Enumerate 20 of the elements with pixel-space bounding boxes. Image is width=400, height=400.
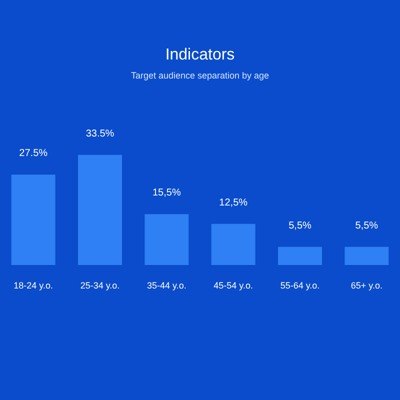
x-tick-label: 35-44 y.o. xyxy=(146,280,186,290)
data-label: 15,5% xyxy=(152,188,181,199)
x-tick-label: 45-54 y.o. xyxy=(214,280,254,290)
bar xyxy=(344,246,389,265)
data-label: 5,5% xyxy=(355,220,378,232)
bar xyxy=(144,214,189,265)
chart-subtitle: Target audience separation by age xyxy=(130,70,270,80)
data-label: 27.5% xyxy=(19,148,48,160)
bar xyxy=(11,174,56,265)
x-tick-label: 18-24 y.o. xyxy=(14,280,54,290)
x-tick-label: 65+ y.o. xyxy=(350,280,382,290)
data-label: 12,5% xyxy=(219,197,248,208)
bar xyxy=(78,154,122,265)
x-tick-label: 55-64 y.o. xyxy=(280,280,320,290)
bar xyxy=(278,246,322,265)
bar xyxy=(211,224,256,265)
data-label: 5,5% xyxy=(288,220,312,232)
data-label: 33.5% xyxy=(86,128,114,140)
x-tick-label: 25-34 y.o. xyxy=(80,280,120,290)
chart-title: Indicators xyxy=(165,46,235,64)
